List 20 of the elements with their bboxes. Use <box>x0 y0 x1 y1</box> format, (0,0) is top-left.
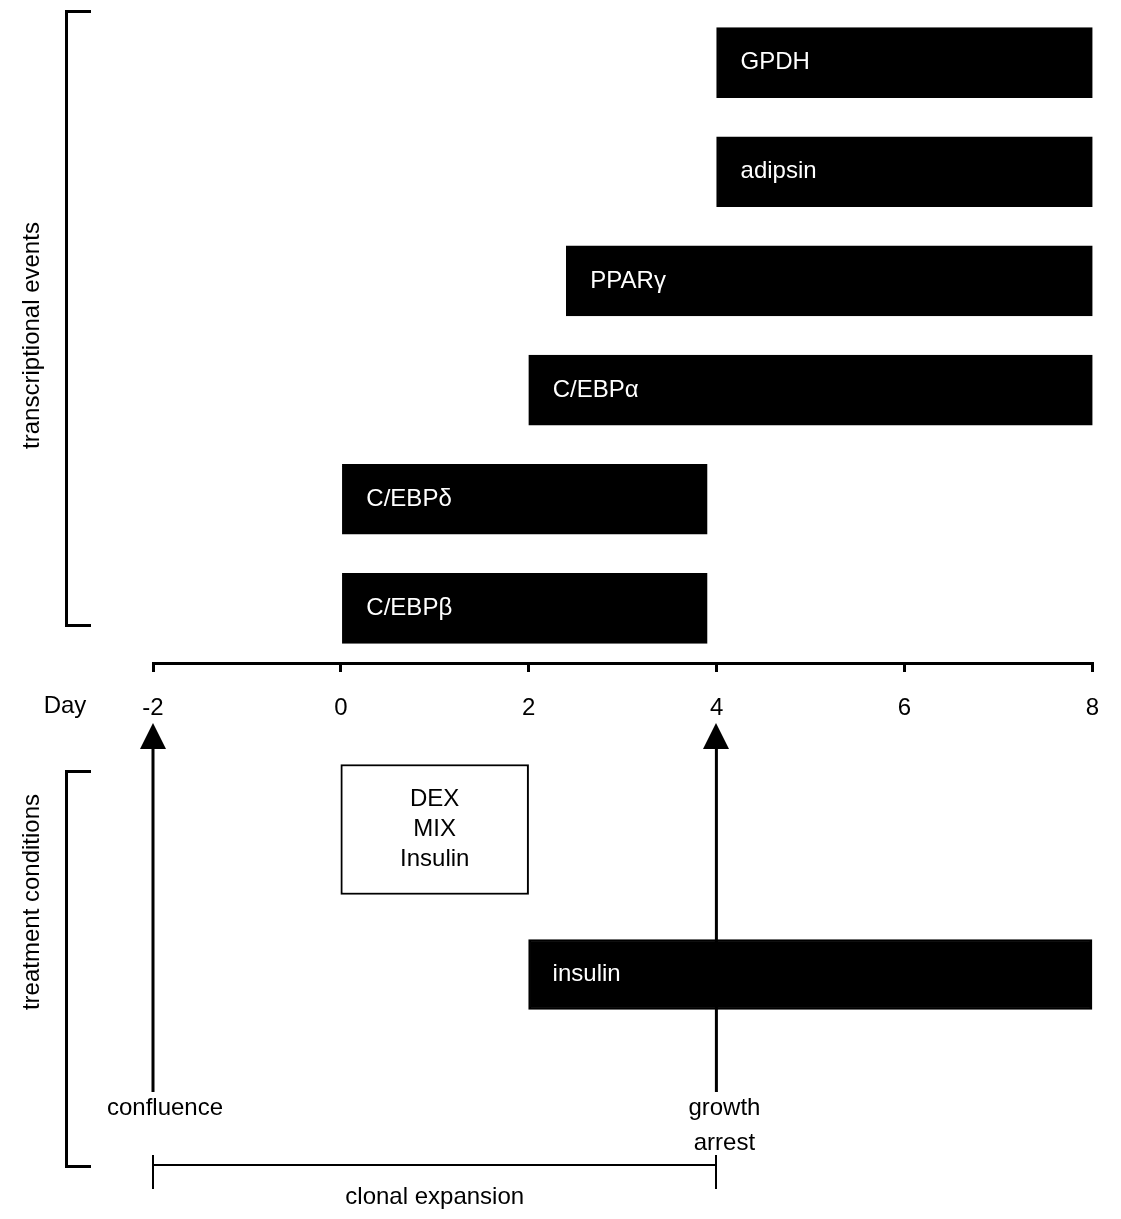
x-axis-title: Day <box>43 690 87 718</box>
category-label: GPDH <box>740 47 810 75</box>
ref-line-label: growth arrest <box>688 1092 761 1155</box>
category-label: C/EBPβ <box>366 593 453 621</box>
y-tick-label: DEX MIX Insulin <box>400 784 470 872</box>
y-tick-label: insulin <box>552 959 621 987</box>
category-label: C/EBPα <box>552 374 639 402</box>
x-tick-label: 2 <box>522 693 536 721</box>
y-axis-title: treatment conditions <box>17 793 45 1011</box>
category-label: PPARγ <box>590 265 666 293</box>
y-axis-title: transcriptional events <box>17 222 45 449</box>
x-tick-label: 0 <box>334 693 348 721</box>
text: clonal expansion <box>345 1181 525 1209</box>
x-tick-label: -2 <box>142 693 164 721</box>
ref-line-label: confluence <box>106 1092 224 1120</box>
x-tick-label: 4 <box>709 693 724 721</box>
x-tick-label: 8 <box>1085 693 1100 721</box>
category-label: C/EBPδ <box>366 483 452 511</box>
category-label: adipsin <box>740 156 817 184</box>
x-tick-label: 6 <box>897 693 912 721</box>
